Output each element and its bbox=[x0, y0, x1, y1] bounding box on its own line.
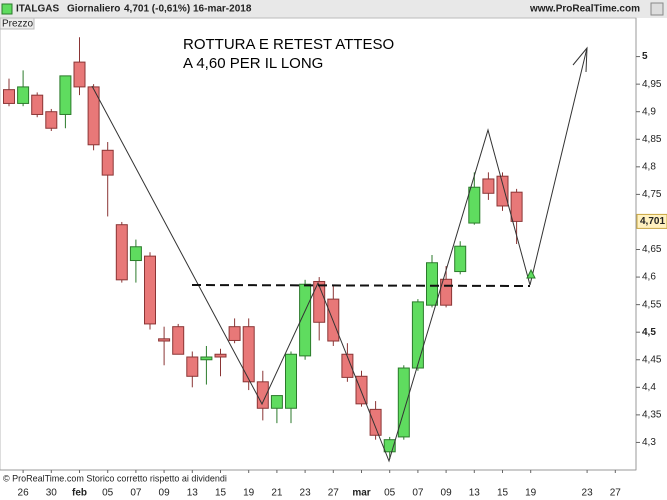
candle-body bbox=[397, 367, 410, 438]
x-tick-label: 19 bbox=[243, 488, 255, 499]
last-price-label: 4,701 bbox=[640, 216, 665, 227]
candle-body bbox=[101, 149, 114, 176]
header-icon bbox=[1, 3, 13, 15]
y-tick-label: 4,4 bbox=[642, 382, 656, 393]
candle-body bbox=[440, 278, 453, 306]
candle-body bbox=[144, 255, 156, 325]
y-tick-label: 4,85 bbox=[642, 134, 662, 145]
x-tick-label: 05 bbox=[102, 488, 114, 499]
candle-body bbox=[270, 395, 283, 409]
candle-body bbox=[87, 86, 100, 146]
y-tick-label: 4,35 bbox=[642, 410, 662, 421]
header-bar bbox=[0, 0, 667, 18]
panel-label-box bbox=[0, 17, 35, 30]
candle-body bbox=[482, 178, 495, 194]
candle-body bbox=[496, 175, 509, 207]
x-tick-label: 15 bbox=[497, 488, 509, 499]
x-tick-label: 09 bbox=[441, 488, 453, 499]
x-tick-label: 23 bbox=[300, 488, 312, 499]
y-tick-label: 4,9 bbox=[642, 106, 656, 117]
y-tick-label: 4,3 bbox=[642, 437, 656, 448]
x-tick-label: 13 bbox=[187, 488, 199, 499]
y-tick-label: 4,95 bbox=[642, 79, 662, 90]
close-button[interactable] bbox=[650, 2, 664, 16]
footer: © ProRealTime.com Storico corretto rispe… bbox=[3, 473, 227, 483]
x-tick-label: 21 bbox=[271, 488, 283, 499]
x-tick-label: 27 bbox=[610, 488, 622, 499]
candle-body bbox=[172, 326, 185, 355]
candle-body bbox=[186, 356, 199, 377]
date: 16-mar-2018 bbox=[193, 4, 252, 15]
x-tick-label: feb bbox=[72, 488, 87, 499]
candle-body bbox=[129, 246, 142, 262]
y-tick-label: 4,6 bbox=[642, 272, 656, 283]
candle-body bbox=[158, 338, 171, 342]
candle-body bbox=[228, 326, 241, 341]
symbol: ITALGAS bbox=[16, 4, 59, 15]
signal-arrow bbox=[526, 268, 536, 279]
last-price-box bbox=[636, 213, 667, 229]
candle-body bbox=[3, 89, 15, 104]
x-tick-label: 07 bbox=[412, 488, 424, 499]
candle-body bbox=[285, 353, 297, 409]
x-tick-label: 26 bbox=[18, 488, 30, 499]
x-tick-label: 23 bbox=[582, 488, 594, 499]
candle-body bbox=[242, 326, 255, 383]
y-tick-label: 4,75 bbox=[642, 189, 662, 200]
candle-body bbox=[59, 75, 72, 115]
candle-body bbox=[313, 280, 326, 323]
x-tick-label: 15 bbox=[215, 488, 227, 499]
candle-body bbox=[341, 353, 354, 378]
candle-body bbox=[17, 86, 30, 104]
y-tick-label: 4,65 bbox=[642, 244, 662, 255]
candle-body bbox=[426, 262, 438, 306]
candle-body bbox=[115, 224, 128, 281]
x-tick-label: 07 bbox=[130, 488, 142, 499]
candle-body bbox=[31, 94, 44, 115]
candle-body bbox=[510, 191, 523, 222]
candle-body bbox=[411, 301, 424, 369]
y-tick-label: 4,5 bbox=[642, 327, 656, 338]
site: www.ProRealTime.com bbox=[529, 4, 640, 15]
candle-body bbox=[299, 283, 312, 357]
candle-body bbox=[73, 61, 86, 88]
candle-body bbox=[214, 353, 227, 358]
candle-body bbox=[468, 186, 481, 224]
period: Giornaliero bbox=[67, 4, 120, 15]
candle-body bbox=[369, 408, 382, 436]
candle-body bbox=[383, 439, 396, 453]
retest-line bbox=[191, 284, 531, 287]
price: 4,701 (-0,61%) bbox=[124, 4, 190, 15]
x-tick-label: 09 bbox=[159, 488, 171, 499]
x-tick-label: 30 bbox=[46, 488, 58, 499]
candle-body bbox=[454, 245, 467, 273]
panel-label: Prezzo bbox=[2, 19, 34, 30]
annotation: A 4,60 PER IL LONG bbox=[183, 55, 323, 72]
candle-body bbox=[200, 356, 213, 361]
candle-body bbox=[45, 111, 58, 129]
candle-body bbox=[355, 375, 368, 405]
x-tick-label: 05 bbox=[384, 488, 396, 499]
plot-area bbox=[0, 17, 637, 471]
annotation: ROTTURA E RETEST ATTESO bbox=[183, 36, 394, 53]
arrow-head bbox=[572, 46, 588, 73]
y-tick-label: 4,55 bbox=[642, 299, 662, 310]
y-tick-label: 5 bbox=[642, 51, 648, 62]
x-tick-label: mar bbox=[352, 488, 370, 499]
x-tick-label: 13 bbox=[469, 488, 481, 499]
x-tick-label: 27 bbox=[328, 488, 340, 499]
y-tick-label: 4,8 bbox=[642, 161, 656, 172]
y-tick-label: 4,45 bbox=[642, 354, 662, 365]
x-tick-label: 19 bbox=[525, 488, 537, 499]
